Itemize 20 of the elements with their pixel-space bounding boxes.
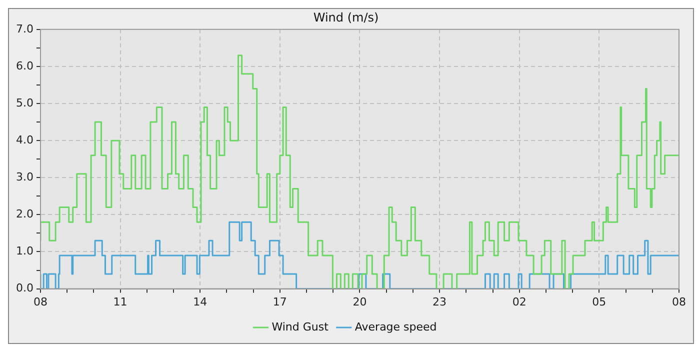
x-tick-label: 23 [432,295,447,308]
x-tick-label: 02 [512,295,526,308]
y-tick-label: 2.0 [16,208,34,221]
y-tick-label: 5.0 [16,96,34,110]
x-tick-label: 11 [113,295,128,308]
x-tick-label: 08 [672,295,686,308]
y-tick-label: 4.0 [16,133,34,146]
y-tick-label: 1.0 [16,244,34,258]
chart-title: Wind (m/s) [313,10,379,24]
y-tick-label: 0.0 [16,282,34,295]
x-tick-label: 05 [592,295,606,308]
x-tick-label: 08 [33,295,48,308]
x-tick-label: 17 [272,295,287,308]
y-tick-label: 7.0 [16,22,34,36]
legend-label: Average speed [354,320,437,334]
x-tick-label: 14 [193,295,208,308]
y-tick-label: 3.0 [16,170,34,184]
legend-label: Wind Gust [272,320,330,334]
x-tick-label: 20 [352,295,367,308]
y-tick-label: 6.0 [16,59,34,72]
